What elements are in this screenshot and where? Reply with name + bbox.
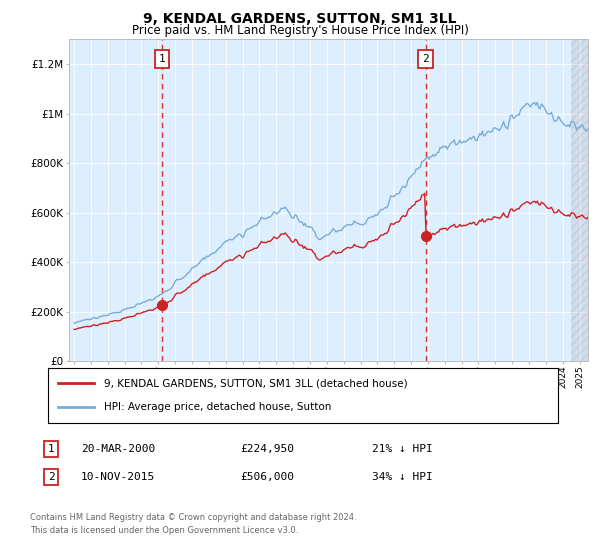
Text: £506,000: £506,000 (240, 472, 294, 482)
Bar (571, 39, 596, 361)
Text: 10-NOV-2015: 10-NOV-2015 (81, 472, 155, 482)
Text: This data is licensed under the Open Government Licence v3.0.: This data is licensed under the Open Gov… (30, 526, 298, 535)
Text: 2: 2 (47, 472, 55, 482)
Text: 21% ↓ HPI: 21% ↓ HPI (372, 444, 433, 454)
Text: 1: 1 (47, 444, 55, 454)
Text: HPI: Average price, detached house, Sutton: HPI: Average price, detached house, Sutt… (104, 403, 331, 412)
Text: Contains HM Land Registry data © Crown copyright and database right 2024.: Contains HM Land Registry data © Crown c… (30, 513, 356, 522)
Text: 9, KENDAL GARDENS, SUTTON, SM1 3LL (detached house): 9, KENDAL GARDENS, SUTTON, SM1 3LL (deta… (104, 379, 408, 388)
Text: 20-MAR-2000: 20-MAR-2000 (81, 444, 155, 454)
Text: £224,950: £224,950 (240, 444, 294, 454)
Text: 34% ↓ HPI: 34% ↓ HPI (372, 472, 433, 482)
Text: 2: 2 (422, 54, 429, 64)
Text: 9, KENDAL GARDENS, SUTTON, SM1 3LL: 9, KENDAL GARDENS, SUTTON, SM1 3LL (143, 12, 457, 26)
Text: 1: 1 (158, 54, 165, 64)
Text: Price paid vs. HM Land Registry's House Price Index (HPI): Price paid vs. HM Land Registry's House … (131, 24, 469, 36)
